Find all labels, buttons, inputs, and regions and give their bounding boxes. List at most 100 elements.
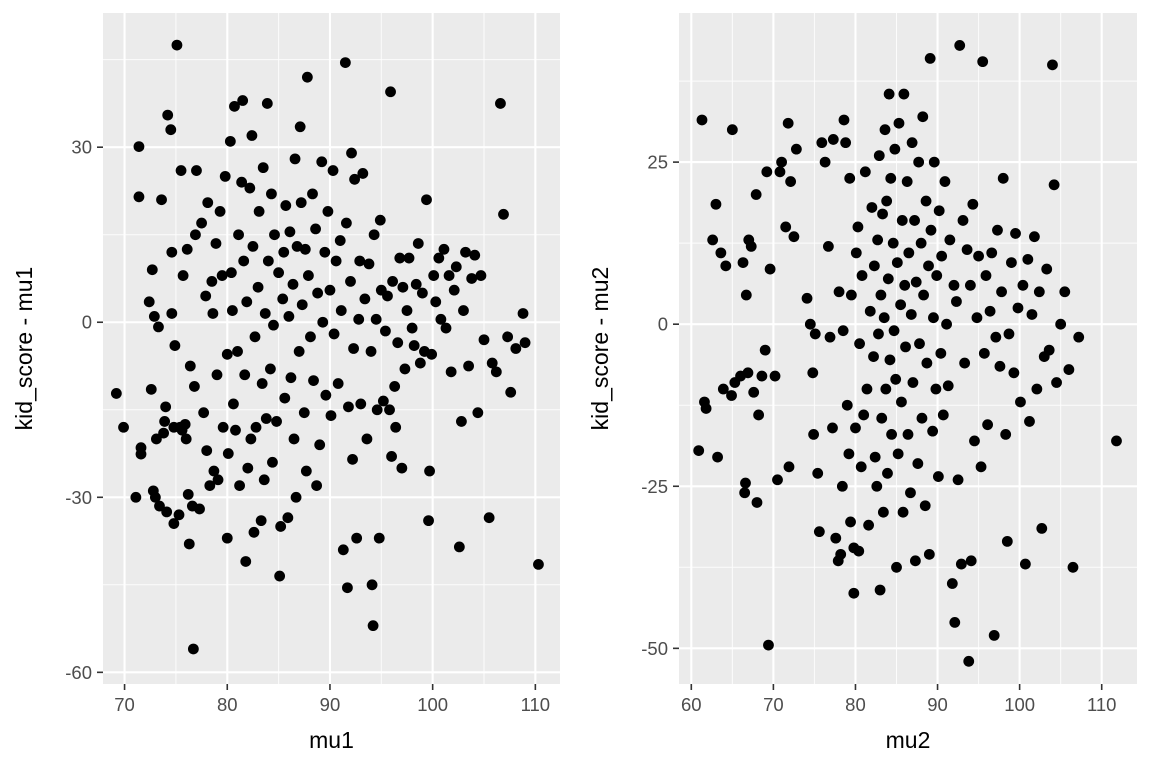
scatter-point (1055, 318, 1067, 330)
scatter-point (830, 532, 842, 544)
scatter-point (939, 176, 951, 187)
scatter-point (1017, 279, 1029, 291)
scatter-point (906, 137, 918, 149)
scatter-point (234, 480, 245, 492)
scatter-point (453, 541, 465, 553)
scatter-point (424, 465, 435, 477)
scatter-point (880, 383, 892, 395)
scatter-point (840, 137, 852, 149)
scatter-point (822, 240, 834, 252)
scatter-point (347, 453, 358, 465)
scatter-point (242, 462, 254, 474)
scatter-point (380, 325, 391, 337)
scatter-point (1031, 383, 1043, 395)
scatter-point (863, 519, 875, 531)
scatter-point (881, 195, 893, 207)
scatter-point (861, 383, 873, 395)
scatter-point (190, 229, 201, 241)
scatter-point (905, 487, 916, 499)
scatter-point (745, 240, 757, 252)
scatter-point (838, 114, 850, 126)
scatter-point (984, 305, 996, 317)
scatter-point (882, 467, 893, 479)
scatter-point (371, 404, 383, 416)
scatter-point (110, 388, 122, 399)
scatter-point (812, 467, 824, 479)
scatter-point (889, 143, 901, 155)
scatter-point (1033, 286, 1045, 298)
scatter-point (925, 224, 937, 236)
scatter-point (886, 429, 897, 440)
scatter-point (394, 252, 406, 264)
scatter-point (370, 313, 382, 325)
scatter-point (200, 290, 212, 302)
scatter-point (923, 260, 934, 272)
y-axis-title: kid_score - mu2 (587, 267, 613, 431)
scatter-point (1012, 302, 1024, 314)
scatter-point (463, 360, 474, 372)
scatter-point (198, 407, 210, 419)
scatter-point (443, 270, 455, 281)
scatter-point (295, 197, 307, 209)
scatter-point (346, 147, 357, 159)
scatter-point (882, 273, 894, 285)
scatter-point (876, 412, 888, 424)
scatter-point (888, 325, 900, 337)
scatter-point (897, 506, 909, 518)
scatter-point (785, 176, 797, 187)
scatter-point (845, 289, 857, 301)
scatter-point (505, 386, 517, 398)
scatter-point (866, 202, 878, 213)
scatter-point (783, 461, 795, 473)
scatter-point (366, 579, 378, 591)
scatter-point (763, 639, 774, 651)
scatter-point (748, 386, 760, 398)
scatter-point (211, 369, 223, 381)
scatter-point (848, 587, 860, 599)
scatter-point (308, 375, 319, 386)
scatter-point (118, 421, 129, 433)
scatter-point (1026, 309, 1038, 320)
scatter-point (397, 281, 409, 293)
scatter-point (253, 205, 265, 217)
scatter-point (759, 344, 771, 356)
scatter-point (517, 308, 529, 319)
scatter-point (873, 328, 884, 340)
scatter-point (858, 409, 870, 421)
scatter-point (287, 278, 299, 290)
scatter-point (252, 281, 264, 293)
scatter-point (1003, 328, 1015, 340)
scatter-point (232, 346, 243, 357)
scatter-point (490, 366, 502, 378)
scatter-point (750, 189, 762, 200)
scatter-point (373, 532, 385, 544)
scatter-point (890, 373, 902, 385)
scatter-point (130, 491, 142, 503)
x-tick-label: 110 (521, 694, 551, 715)
scatter-point (977, 56, 989, 68)
scatter-point (248, 526, 260, 538)
scatter-point (159, 416, 171, 427)
scatter-point (1063, 364, 1075, 375)
x-tick-label: 80 (217, 694, 238, 715)
scatter-point (919, 500, 931, 512)
scatter-point (305, 331, 316, 343)
scatter-point (801, 292, 813, 304)
scatter-point (212, 474, 224, 486)
scatter-point (301, 71, 313, 83)
scatter-point (854, 338, 865, 350)
x-tick-label: 70 (114, 694, 135, 715)
scatter-point (1022, 253, 1034, 265)
x-tick-label: 70 (763, 694, 784, 715)
scatter-point (853, 545, 865, 557)
scatter-point (742, 367, 754, 379)
scatter-point (396, 462, 408, 474)
scatter-point (891, 561, 902, 573)
scatter-point (312, 287, 324, 299)
scatter-point (905, 309, 917, 320)
scatter-point (992, 224, 1003, 236)
scatter-point (225, 267, 237, 279)
scatter-point (975, 461, 987, 473)
scatter-point (324, 284, 336, 296)
scatter-point (761, 166, 773, 178)
